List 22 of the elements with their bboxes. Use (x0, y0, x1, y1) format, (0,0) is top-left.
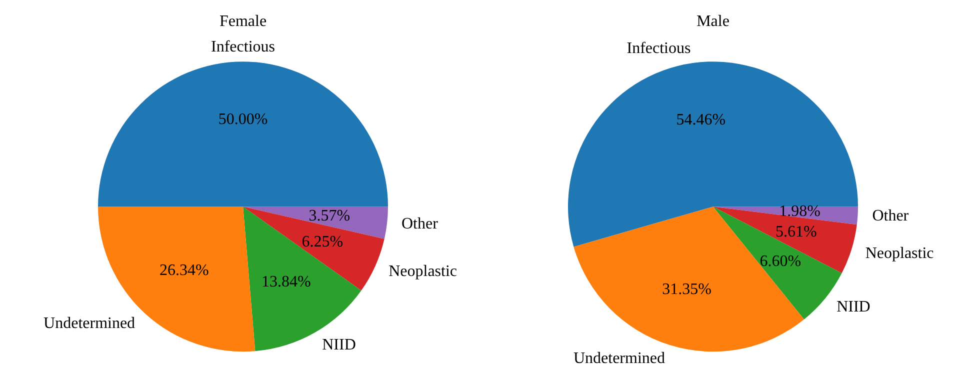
slice-label: Undetermined (44, 315, 136, 332)
slice-label: Undetermined (573, 350, 665, 367)
chart-title: Female (219, 12, 267, 30)
slice-label: Neoplastic (388, 262, 458, 280)
slice-label: NIID (836, 298, 870, 316)
data-label: 50.00% (218, 110, 268, 128)
data-label: 31.35% (662, 280, 712, 298)
data-label: 6.25% (302, 233, 344, 250)
data-label: 3.57% (308, 208, 350, 225)
data-label: 13.84% (261, 273, 311, 290)
data-label: 6.60% (760, 252, 802, 270)
slice-label: Other (402, 216, 439, 233)
chart-title: Male (696, 12, 730, 30)
data-label: 5.61% (775, 224, 817, 241)
slice-label: Infectious (626, 40, 691, 57)
slice-label: Neoplastic (865, 245, 934, 262)
data-label: 54.46% (676, 112, 726, 129)
slice-label: NIID (322, 336, 356, 354)
data-label: 1.98% (779, 203, 820, 220)
slice-label: Infectious (211, 38, 275, 56)
slice-label: Other (872, 208, 910, 225)
data-label: 26.34% (159, 262, 209, 279)
